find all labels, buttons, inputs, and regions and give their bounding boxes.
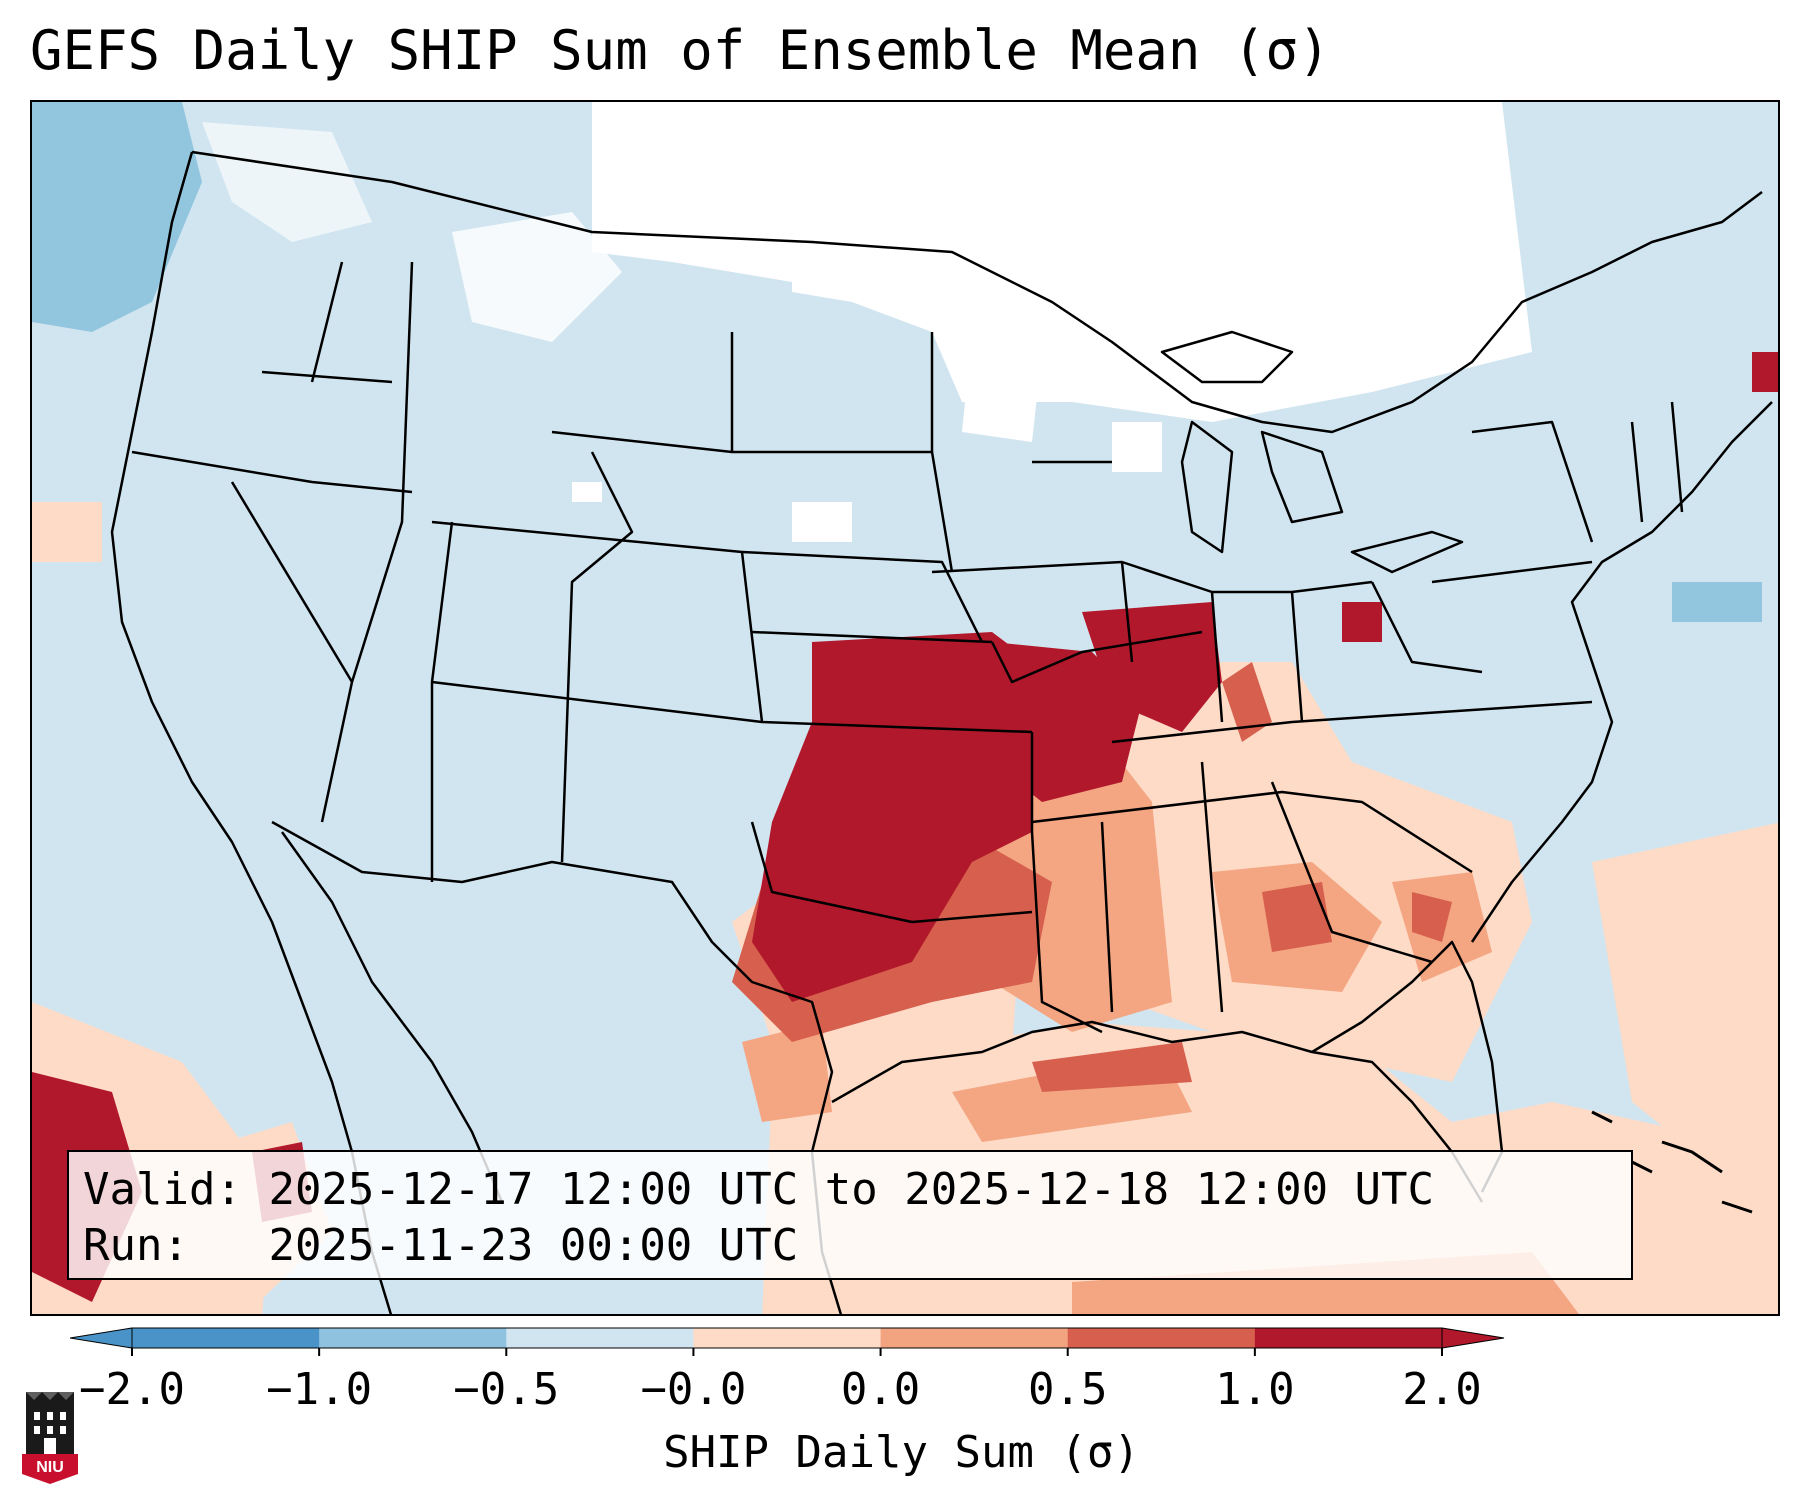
colorbar-label: SHIP Daily Sum (σ) <box>663 1427 1140 1478</box>
map-borders <box>110 150 1773 1314</box>
colorbar-extend-low <box>70 1327 133 1349</box>
colorbar-tick-label: 0.0 <box>840 1364 921 1415</box>
colorbar-segment <box>132 1328 320 1348</box>
colorbar-tick-label: 1.0 <box>1215 1364 1295 1415</box>
map-panel[interactable] <box>30 100 1780 1316</box>
svg-text:NIU: NIU <box>36 1459 64 1476</box>
caribbean-islands <box>1591 1110 1753 1214</box>
colorbar-tick-label: −0.0 <box>640 1364 747 1415</box>
colorbar-tick-labels: −2.0 −1.0 −0.5 −0.0 0.0 0.5 1.0 2.0 <box>0 1362 1803 1422</box>
colorbar-segment <box>1254 1328 1443 1348</box>
colorbar-tick-marks <box>131 1348 1443 1356</box>
colorbar-segment <box>506 1328 694 1348</box>
colorbar-segment <box>880 1328 1069 1348</box>
valid-value: 2025-12-17 12:00 UTC to 2025-12-18 12:00… <box>268 1164 1435 1215</box>
colorbar-outline <box>131 1327 1443 1349</box>
colorbar-segment <box>319 1328 507 1348</box>
neutral-regions <box>202 102 1532 542</box>
colorbar-segments <box>70 1327 1505 1349</box>
map-title: GEFS Daily SHIP Sum of Ensemble Mean (σ) <box>30 19 1331 82</box>
colorbar-tick-label: −1.0 <box>266 1364 373 1415</box>
colorbar-tick-label: −2.0 <box>79 1364 185 1415</box>
colorbar-tick-label: 2.0 <box>1402 1364 1482 1415</box>
colorbar-tick-label: 0.5 <box>1027 1364 1108 1415</box>
info-box: Valid: 2025-12-17 12:00 UTC to 2025-12-1… <box>67 1150 1633 1280</box>
colorbar <box>70 1327 1505 1356</box>
colorbar-segment <box>693 1328 882 1348</box>
run-label: Run: <box>83 1220 189 1271</box>
colorbar-tick-label: −0.5 <box>453 1364 560 1415</box>
map-canvas <box>32 102 1778 1314</box>
valid-label: Valid: <box>83 1164 242 1215</box>
colorbar-segment <box>1067 1328 1256 1348</box>
run-value: 2025-11-23 00:00 UTC <box>268 1220 799 1271</box>
colorbar-extend-high <box>1441 1327 1505 1349</box>
niu-logo: NIU <box>22 1392 78 1484</box>
